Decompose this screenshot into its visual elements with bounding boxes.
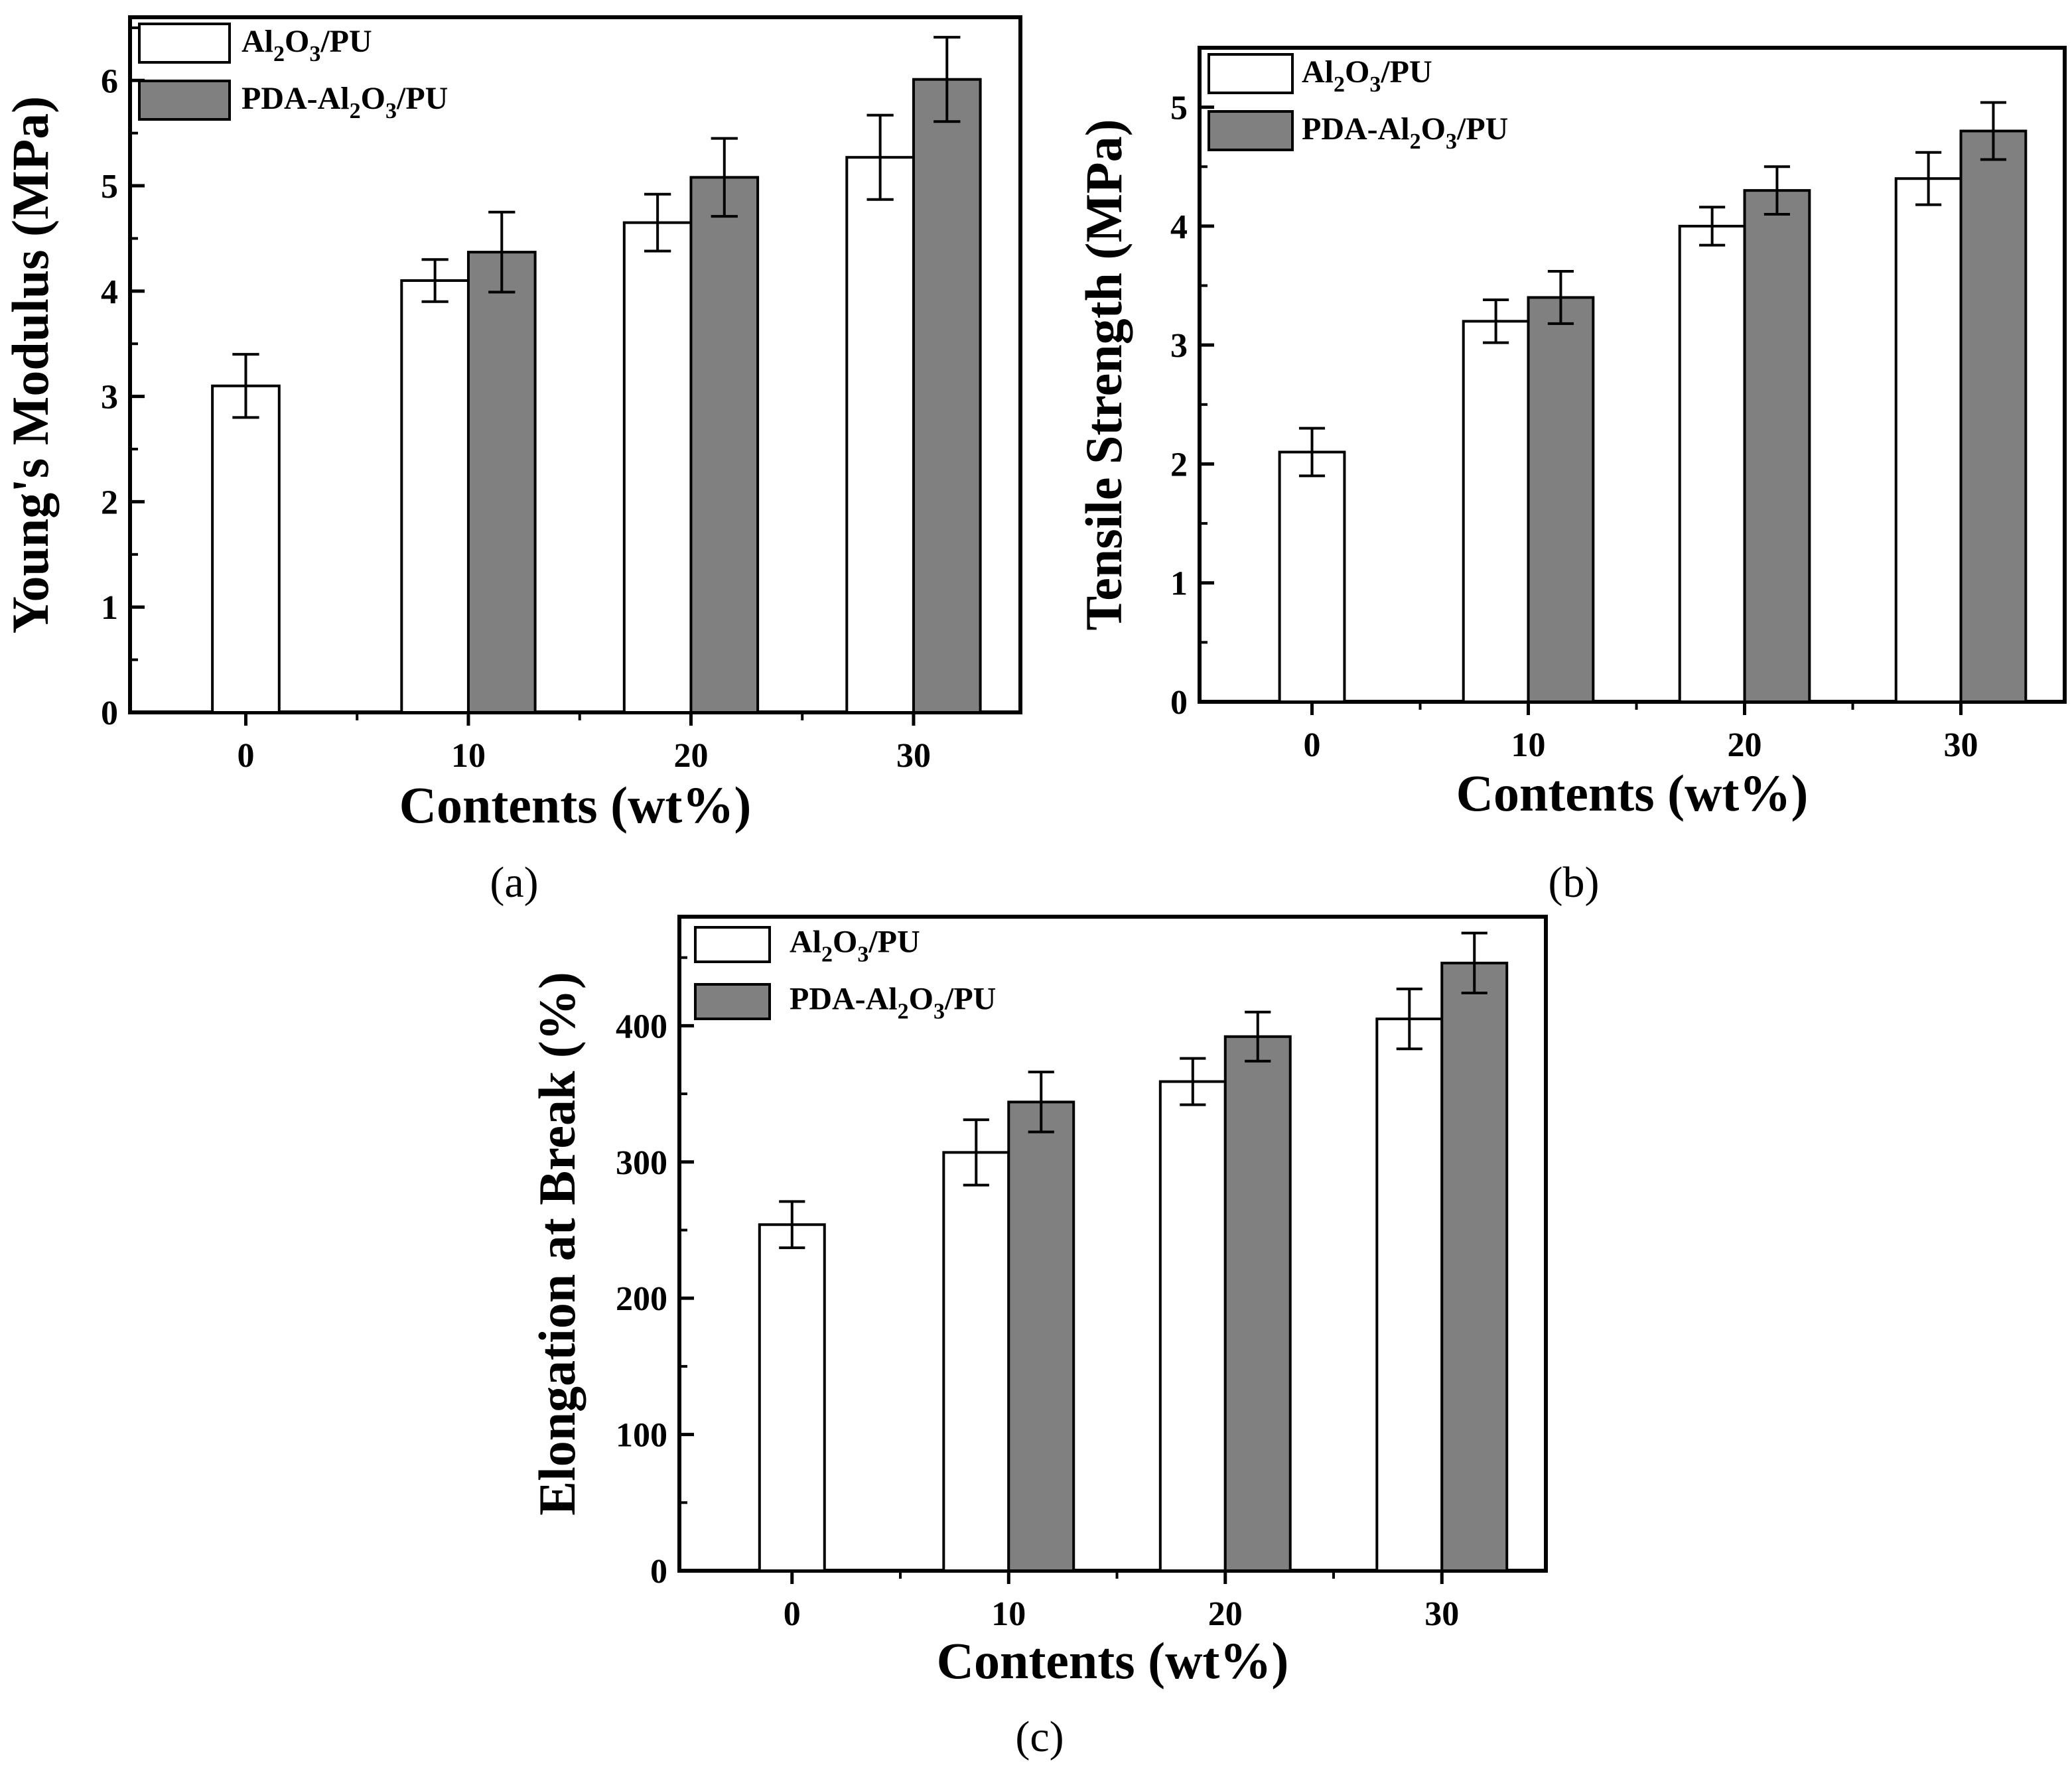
legend-label: Al2O3/PU [1302,54,1432,97]
y-axis-title: Young's Modulus (MPa) [1,96,59,633]
bar-al2o3-pu [1375,1018,1444,1572]
bar-pda-al2o3-pu [912,78,982,714]
x-tick-label: 10 [991,1595,1026,1633]
y-tick-label: 0 [101,694,118,732]
y-tick-label: 2 [101,484,118,521]
bar-al2o3-pu [845,156,915,714]
x-tick-label: 10 [451,737,486,775]
x-tick-label: 30 [1424,1595,1459,1633]
y-tick-label: 6 [101,62,118,100]
y-tick-label: 200 [616,1280,667,1318]
y-tick-label: 2 [1170,446,1188,484]
y-axis-title: Elongation at Break (%) [528,972,586,1516]
legend-label: PDA-Al2O3/PU [790,981,996,1023]
x-tick-label: 0 [1304,726,1321,764]
bar-pda-al2o3-pu [1527,296,1595,703]
panel-label: (b) [1549,858,1600,907]
x-tick-label: 30 [896,737,931,775]
bar-al2o3-pu [1278,450,1346,703]
bar-al2o3-pu [1678,224,1746,703]
bar-al2o3-pu [942,1151,1010,1572]
legend-swatch [694,983,771,1020]
x-tick-label: 0 [237,737,254,775]
y-tick-label: 1 [101,589,118,627]
legend-swatch [1208,53,1294,94]
x-axis-title: Contents (wt%) [937,1632,1289,1689]
chart-panel-3: 0 100 200 300 400 0 10 20 30 Al2O3/PU PDA-Al2O3/PU… [528,915,1548,1761]
x-axis-title: Contents (wt%) [1456,764,1809,822]
chart-panel-2: 0 1 2 3 4 5 0 10 20 30 Al2O3/PU PDA-Al2O3/PU Content… [1075,46,2067,907]
legend-swatch [138,23,231,64]
x-tick-label: 20 [1208,1595,1243,1633]
legend-label: Al2O3/PU [242,24,372,66]
y-tick-label: 0 [650,1553,667,1591]
panel-label: (c) [1015,1713,1064,1761]
bar-pda-al2o3-pu [689,176,760,714]
chart-panel-1: 0 1 2 3 4 5 6 0 10 20 30 Al2O3/PU PDA-Al2O3/PU Conten… [1,15,1022,907]
bar-pda-al2o3-pu [1743,189,1811,703]
y-tick-label: 1 [1170,565,1188,603]
bar-pda-al2o3-pu [466,251,537,714]
y-tick-label: 100 [616,1417,667,1455]
y-tick-label: 4 [1170,208,1188,246]
plot-frame [677,915,1548,1573]
bar-al2o3-pu [622,221,693,714]
y-tick-label: 3 [101,379,118,417]
plot-frame [128,15,1022,714]
y-tick-label: 0 [1170,684,1188,722]
x-tick-label: 20 [1728,726,1762,764]
legend-swatch [694,926,771,963]
x-tick-label: 30 [1944,726,1978,764]
legend-swatch [138,80,231,121]
y-axis-title: Tensile Strength (MPa) [1075,119,1133,630]
bar-al2o3-pu [1462,320,1530,703]
bar-al2o3-pu [1894,177,1963,703]
panel-label: (a) [490,858,538,907]
x-tick-label: 20 [673,737,708,775]
bar-pda-al2o3-pu [1440,961,1509,1572]
y-tick-label: 300 [616,1144,667,1182]
bar-al2o3-pu [400,279,470,714]
plot-frame [1198,46,2067,704]
y-tick-label: 5 [101,168,118,206]
y-tick-label: 4 [101,273,118,311]
legend-label: Al2O3/PU [790,924,920,966]
x-tick-label: 10 [1511,726,1546,764]
bar-pda-al2o3-pu [1007,1100,1075,1573]
legend-swatch [1208,110,1294,151]
bar-al2o3-pu [211,384,281,714]
bar-al2o3-pu [758,1223,826,1573]
legend-label: PDA-Al2O3/PU [242,81,448,123]
y-tick-label: 5 [1170,90,1188,127]
legend-label: PDA-Al2O3/PU [1302,111,1508,154]
y-tick-label: 400 [616,1008,667,1045]
bar-pda-al2o3-pu [1959,129,2028,703]
bar-al2o3-pu [1158,1080,1227,1573]
bar-pda-al2o3-pu [1223,1035,1292,1573]
x-tick-label: 0 [784,1595,801,1633]
y-tick-label: 3 [1170,327,1188,365]
x-axis-title: Contents (wt%) [399,776,752,834]
